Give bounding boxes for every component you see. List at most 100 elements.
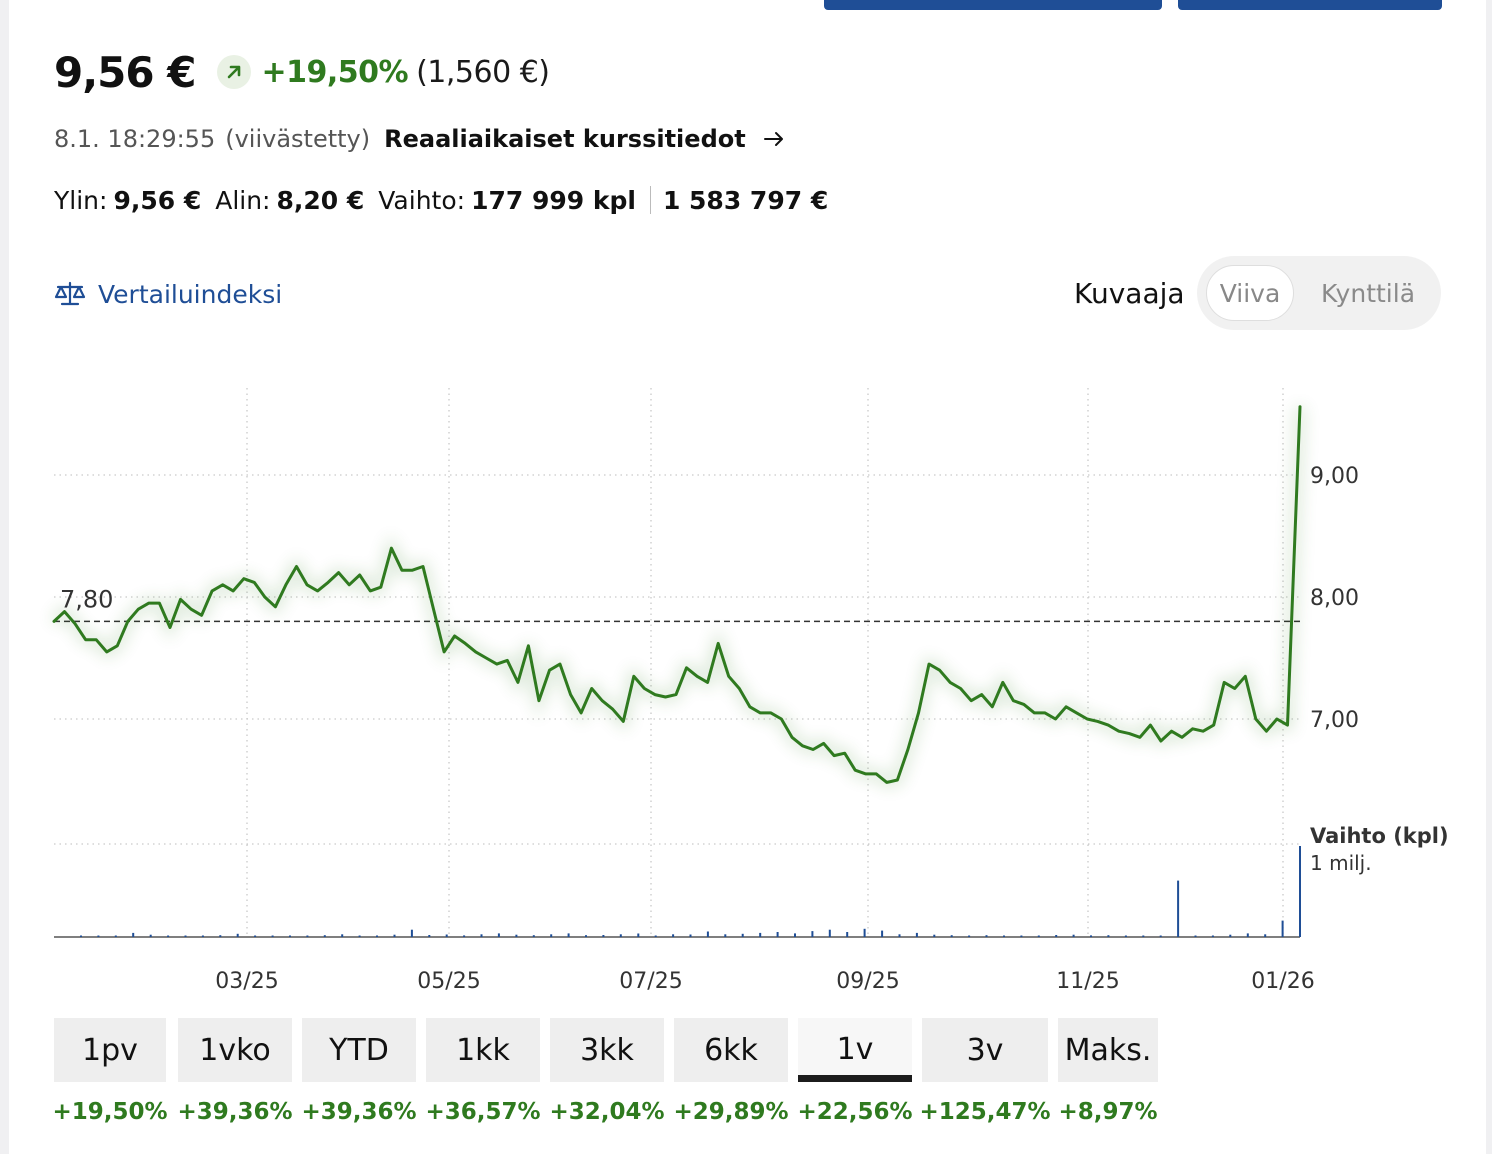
- x-tick-label: 05/25: [417, 969, 480, 994]
- range-change-1kk: +36,57%: [425, 1099, 541, 1125]
- volume-bar: [132, 932, 135, 937]
- volume-bar: [1107, 935, 1110, 937]
- benchmark-index-button[interactable]: Vertailuindeksi: [54, 276, 282, 312]
- delay-note: (viivästetty): [225, 125, 371, 153]
- range-button-1pv[interactable]: 1pv: [54, 1018, 166, 1082]
- chart-type-candle-option[interactable]: Kynttilä: [1320, 278, 1416, 308]
- volume-bar: [863, 928, 866, 937]
- stats-divider: [649, 186, 651, 214]
- chart-type-label: Kuvaaja: [1074, 277, 1185, 310]
- balance-scale-icon: [54, 281, 86, 306]
- volume-bar: [550, 934, 553, 937]
- volume-bar: [341, 934, 344, 937]
- timestamp-row: 8.1. 18:29:55 (viivästetty) Reaaliaikais…: [54, 120, 784, 158]
- volume-bar: [1090, 935, 1092, 937]
- volume-bar: [114, 935, 117, 937]
- volume-bar: [1299, 846, 1301, 937]
- volume-bar: [1246, 933, 1249, 937]
- volume-bar: [306, 935, 309, 937]
- range-button-1vko[interactable]: 1vko: [178, 1018, 292, 1082]
- last-price: 9,56 €: [54, 47, 196, 97]
- volume-bar: [254, 935, 257, 937]
- page-edge-right: [1486, 0, 1492, 1154]
- arrow-right-icon[interactable]: [763, 131, 784, 147]
- volume-bar: [97, 935, 100, 937]
- reference-value-label: 7,80: [60, 585, 113, 613]
- change-percent: +19,50%: [261, 54, 409, 90]
- volume-bar: [201, 935, 204, 937]
- chart-type-line-option[interactable]: Viiva: [1206, 265, 1294, 321]
- volume-bar: [428, 935, 431, 937]
- volume-bar: [585, 935, 587, 937]
- low-value: 8,20 €: [276, 185, 365, 215]
- volume-bar: [1142, 935, 1145, 937]
- volume-bar: [985, 935, 988, 937]
- range-button-3v[interactable]: 3v: [922, 1018, 1048, 1082]
- high-label: Ylin:: [54, 185, 108, 215]
- price-line: [52, 405, 1302, 784]
- turnover-value: 1 583 797 €: [662, 185, 829, 215]
- volume-bar: [1264, 934, 1267, 937]
- volume-bar: [950, 935, 953, 937]
- range-change-3kk: +32,04%: [549, 1099, 665, 1125]
- volume-value: 177 999 kpl: [471, 185, 636, 215]
- volume-label: Vaihto:: [378, 185, 466, 215]
- volume-bar: [236, 933, 239, 937]
- benchmark-index-label: Vertailuindeksi: [98, 279, 283, 309]
- volume-bar: [689, 934, 692, 937]
- x-tick-label: 01/26: [1251, 969, 1314, 994]
- volume-bar: [323, 935, 326, 937]
- volume-bar: [497, 933, 500, 937]
- x-tick-label: 11/25: [1056, 969, 1119, 994]
- volume-bar: [219, 935, 222, 937]
- price-row: 9,56 € +19,50% (1,560 €): [54, 44, 550, 100]
- chart-grid: [54, 388, 1300, 938]
- range-button-6kk[interactable]: 6kk: [674, 1018, 788, 1082]
- volume-bar: [1211, 935, 1214, 937]
- price-chart[interactable]: 9,00 8,00 7,00 03/25 05/25 07/25 09/25 11/25 01/…: [0, 360, 1492, 1000]
- range-button-1kk[interactable]: 1kk: [426, 1018, 540, 1082]
- price-line-group: [50, 405, 1305, 788]
- volume-bar: [289, 935, 291, 937]
- volume-bar: [1072, 934, 1075, 937]
- y-tick-label: 7,00: [1310, 708, 1359, 733]
- volume-bar: [463, 935, 466, 937]
- axis-labels: 9,00 8,00 7,00 03/25 05/25 07/25 09/25 11/25 01/…: [60, 464, 1449, 994]
- x-tick-label: 03/25: [215, 969, 278, 994]
- range-button-maks[interactable]: Maks.: [1058, 1018, 1158, 1082]
- volume-bar: [741, 933, 744, 937]
- volume-bar: [1229, 934, 1232, 937]
- volume-bar: [358, 935, 361, 937]
- volume-axis-title: Vaihto (kpl): [1310, 824, 1449, 848]
- volume-bar: [811, 931, 814, 937]
- volume-bar: [776, 932, 779, 937]
- realtime-quotes-link[interactable]: Reaaliaikaiset kurssitiedot: [384, 125, 746, 153]
- volume-bar: [672, 934, 675, 937]
- volume-bar: [881, 930, 884, 937]
- volume-bar: [933, 934, 936, 937]
- range-button-ytd[interactable]: YTD: [302, 1018, 416, 1082]
- volume-bar: [915, 932, 918, 937]
- range-button-3kk[interactable]: 3kk: [550, 1018, 664, 1082]
- volume-bar: [271, 935, 274, 937]
- volume-bar: [80, 935, 82, 937]
- volume-bar: [167, 935, 170, 937]
- volume-bar: [1281, 920, 1284, 937]
- range-change-6kk: +29,89%: [673, 1099, 789, 1125]
- range-button-1v[interactable]: 1v: [798, 1018, 912, 1082]
- page-edge-left: [0, 0, 9, 1154]
- volume-tick-label: 1 milj.: [1310, 851, 1372, 875]
- arrow-up-right-icon: [217, 55, 252, 89]
- x-tick-label: 07/25: [619, 969, 682, 994]
- range-change-3v: +125,47%: [919, 1099, 1051, 1125]
- volume-bar: [184, 935, 187, 937]
- top-button-1[interactable]: [824, 0, 1162, 10]
- top-button-2[interactable]: [1178, 0, 1442, 10]
- volume-bar: [1055, 935, 1058, 937]
- volume-bar: [1159, 935, 1162, 937]
- volume-bar: [794, 933, 796, 937]
- volume-bar: [706, 931, 709, 937]
- volume-bar: [567, 933, 570, 937]
- volume-bar: [1003, 935, 1005, 937]
- volume-bar: [376, 935, 378, 937]
